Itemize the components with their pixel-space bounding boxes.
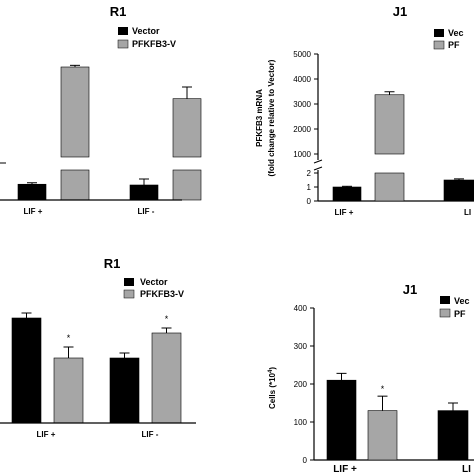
r1-top-bar-pfkfb3-low-1 xyxy=(172,169,202,201)
j1-top-bar-pfkfb3-up-0 xyxy=(374,94,405,155)
r1-top-bar-vector-0 xyxy=(17,183,47,201)
r1-top-bars xyxy=(17,64,202,201)
j1-bottom-sig-star-0: * xyxy=(381,384,385,394)
r1-bottom-bar-pfkfb3-1 xyxy=(151,332,182,424)
r1-top-bar-pfkfb3-up-0 xyxy=(60,66,90,158)
j1-top-title: J1 xyxy=(393,4,407,19)
j1-top-ylabel2: (fold change relative to Vector) xyxy=(267,59,276,176)
r1-bottom-bar-vector-1 xyxy=(109,357,140,424)
j1-bottom-yticklabel-3: 100 xyxy=(294,418,308,427)
j1-top-yticklabel-up-0: 5000 xyxy=(293,50,311,59)
j1-top-legend-vector-label: Vec xyxy=(448,28,464,38)
j1-top-yticklabel-low-2: 0 xyxy=(307,197,312,206)
j1-bottom-cat-lif-minus: LI xyxy=(462,464,471,474)
panel-r1-top: R1 Vector PFKFB3-V LIF + LIF - xyxy=(0,4,202,216)
r1-top-legend-vector-swatch xyxy=(118,27,128,35)
r1-top-bar-vector-1 xyxy=(129,184,159,201)
panel-j1-top: J1 Vec PF PFKFB3 mRNA (fold change relat… xyxy=(255,4,474,217)
r1-bottom-legend-vector-swatch xyxy=(124,278,134,286)
r1-top-legend-pfkfb3-label: PFKFB3-V xyxy=(132,39,176,49)
j1-bottom-ticks: 400 300 200 100 0 xyxy=(294,304,314,465)
j1-top-ylabel: PFKFB3 mRNA xyxy=(255,89,264,147)
j1-top-yticklabel-up-1: 4000 xyxy=(293,75,311,84)
r1-bottom-bars: ** xyxy=(11,312,182,424)
r1-top-cat-lif-minus: LIF - xyxy=(138,207,155,216)
j1-bottom-ylabel-sup: 4 xyxy=(268,369,274,373)
j1-top-bar-pfkfb3-low-0 xyxy=(374,172,405,202)
j1-bottom-ylabel: Cells (*104) xyxy=(268,367,277,409)
r1-top-cat-lif-plus: LIF + xyxy=(24,207,43,216)
j1-bottom-bar-vector-1 xyxy=(437,410,469,461)
j1-bottom-legend-vector-label: Vec xyxy=(454,296,470,306)
r1-bottom-legend-vector-label: Vector xyxy=(140,277,168,287)
r1-top-legend-vector-label: Vector xyxy=(132,26,160,36)
j1-top-bar-vector-1 xyxy=(443,179,474,202)
j1-top-break-mark-top xyxy=(313,159,323,164)
r1-top-legend-pfkfb3-swatch xyxy=(117,39,129,49)
j1-bottom-bar-pfkfb3-0 xyxy=(367,410,398,461)
j1-bottom-bars: * xyxy=(326,372,469,461)
j1-top-cat-lif-minus: LI xyxy=(464,208,471,217)
r1-top-bar-pfkfb3-low-0 xyxy=(60,169,90,201)
panel-j1-bottom: J1 Vec PF Cells (*104) 400 300 200 100 0 * L… xyxy=(268,282,474,474)
r1-bottom-title: R1 xyxy=(104,256,121,271)
j1-bottom-bar-vector-0 xyxy=(326,379,357,461)
j1-bottom-yticklabel-0: 400 xyxy=(294,304,308,313)
r1-bottom-bar-vector-0 xyxy=(11,317,42,424)
r1-bottom-legend-pfkfb3-swatch xyxy=(123,289,135,299)
j1-bottom-legend-vector-swatch xyxy=(440,296,450,304)
j1-top-legend-pfkfb3-swatch xyxy=(433,40,445,50)
j1-bottom-yticklabel-4: 0 xyxy=(303,456,308,465)
j1-top-yticklabel-low-1: 1 xyxy=(307,183,312,192)
j1-top-bars xyxy=(332,91,474,202)
j1-top-yticklabel-up-3: 2000 xyxy=(293,125,311,134)
j1-top-legend-pfkfb3-label: PF xyxy=(448,40,460,50)
j1-bottom-legend-pfkfb3-label: PF xyxy=(454,309,466,319)
j1-top-cat-lif-plus: LIF + xyxy=(335,208,354,217)
panel-r1-bottom: R1 Vector PFKFB3-V ** LIF + LIF - xyxy=(0,256,196,439)
j1-bottom-cat-lif-plus: LIF + xyxy=(333,464,357,474)
r1-top-title: R1 xyxy=(110,4,127,19)
j1-top-yticklabel-up-4: 1000 xyxy=(293,150,311,159)
j1-bottom-ylabel-main: Cells (*10 xyxy=(268,372,277,409)
r1-bottom-legend-pfkfb3-label: PFKFB3-V xyxy=(140,289,184,299)
j1-top-bar-vector-0 xyxy=(332,186,362,202)
r1-bottom-sig-star-0: * xyxy=(67,333,71,343)
j1-bottom-title: J1 xyxy=(403,282,417,297)
j1-top-yticklabel-up-2: 3000 xyxy=(293,100,311,109)
j1-top-legend-vector-swatch xyxy=(434,29,444,37)
j1-bottom-ylabel-end: ) xyxy=(268,367,277,370)
r1-bottom-cat-lif-minus: LIF - xyxy=(142,430,159,439)
j1-bottom-yticklabel-2: 200 xyxy=(294,380,308,389)
r1-top-bar-pfkfb3-up-1 xyxy=(172,98,202,158)
j1-top-ticks: 5000 4000 3000 2000 1000 2 1 0 xyxy=(293,50,318,206)
r1-bottom-bar-pfkfb3-0 xyxy=(53,357,84,424)
j1-bottom-yticklabel-1: 300 xyxy=(294,342,308,351)
j1-top-break-mark-bottom xyxy=(313,166,323,171)
r1-bottom-sig-star-1: * xyxy=(165,314,169,324)
j1-top-yticklabel-low-0: 2 xyxy=(307,169,312,178)
r1-bottom-cat-lif-plus: LIF + xyxy=(37,430,56,439)
j1-bottom-legend-pfkfb3-swatch xyxy=(439,308,451,318)
